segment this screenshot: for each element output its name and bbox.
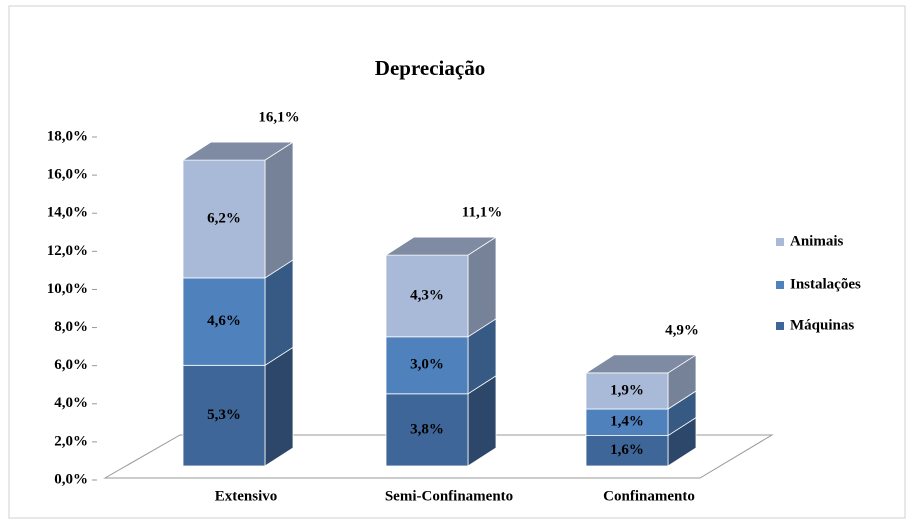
bar xyxy=(585,408,669,437)
chart-title: Depreciação xyxy=(375,56,485,80)
y-tick-label: 2,0% xyxy=(54,433,88,449)
y-tick-label: 4,0% xyxy=(54,395,88,411)
data-label: 6,2% xyxy=(207,210,241,226)
bar xyxy=(182,159,266,279)
bar-side xyxy=(264,141,294,279)
data-label: 1,4% xyxy=(610,414,644,430)
data-label: 4,6% xyxy=(207,313,241,329)
bar xyxy=(182,277,266,366)
bar-top xyxy=(384,236,498,256)
bar xyxy=(182,364,266,467)
data-label: 4,3% xyxy=(410,287,444,303)
bar xyxy=(385,393,469,467)
x-tick-label: Confinamento xyxy=(603,488,695,504)
bar xyxy=(385,254,469,338)
data-label: 3,8% xyxy=(410,421,444,437)
legend-label: Máquinas xyxy=(790,317,854,333)
y-tick-label: 8,0% xyxy=(54,319,88,335)
y-tick-label: 14,0% xyxy=(47,205,88,221)
y-tick-label: 12,0% xyxy=(47,243,88,259)
legend-swatch xyxy=(776,281,784,289)
data-label: 5,3% xyxy=(207,407,241,423)
total-label: 11,1% xyxy=(462,205,502,221)
bar xyxy=(385,336,469,395)
y-tick-label: 0,0% xyxy=(54,471,88,487)
bar-side xyxy=(264,259,294,367)
y-tick-label: 6,0% xyxy=(54,357,88,373)
legend-label: Instalações xyxy=(790,276,861,292)
bar xyxy=(585,372,669,410)
data-label: 3,0% xyxy=(410,357,444,373)
total-label: 16,1% xyxy=(258,110,299,126)
data-label: 1,9% xyxy=(610,382,644,398)
bar-side xyxy=(264,346,294,467)
data-label: 1,6% xyxy=(610,442,644,458)
bar xyxy=(585,435,669,467)
bar-top xyxy=(584,354,698,374)
y-tick-label: 18,0% xyxy=(47,128,88,144)
legend-swatch xyxy=(776,238,784,246)
total-label: 4,9% xyxy=(665,322,699,338)
y-tick-label: 16,0% xyxy=(47,167,88,183)
x-tick-label: Semi-Confinamento xyxy=(385,488,513,504)
y-tick-label: 10,0% xyxy=(47,281,88,297)
x-tick-label: Extensivo xyxy=(215,488,278,504)
legend-label: Animais xyxy=(790,233,844,249)
bar-top xyxy=(181,141,295,161)
legend-swatch xyxy=(776,322,784,330)
